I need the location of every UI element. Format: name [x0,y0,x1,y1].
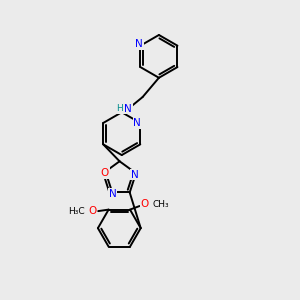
Text: N: N [134,118,141,128]
Text: O: O [100,168,109,178]
Text: N: N [124,104,132,114]
Text: N: N [109,189,116,199]
Text: N: N [135,39,143,49]
Text: O: O [88,206,96,216]
Text: H: H [116,104,123,113]
Text: N: N [130,170,138,180]
Text: CH₃: CH₃ [152,200,169,209]
Text: O: O [141,199,149,209]
Text: H₃C: H₃C [68,207,85,216]
